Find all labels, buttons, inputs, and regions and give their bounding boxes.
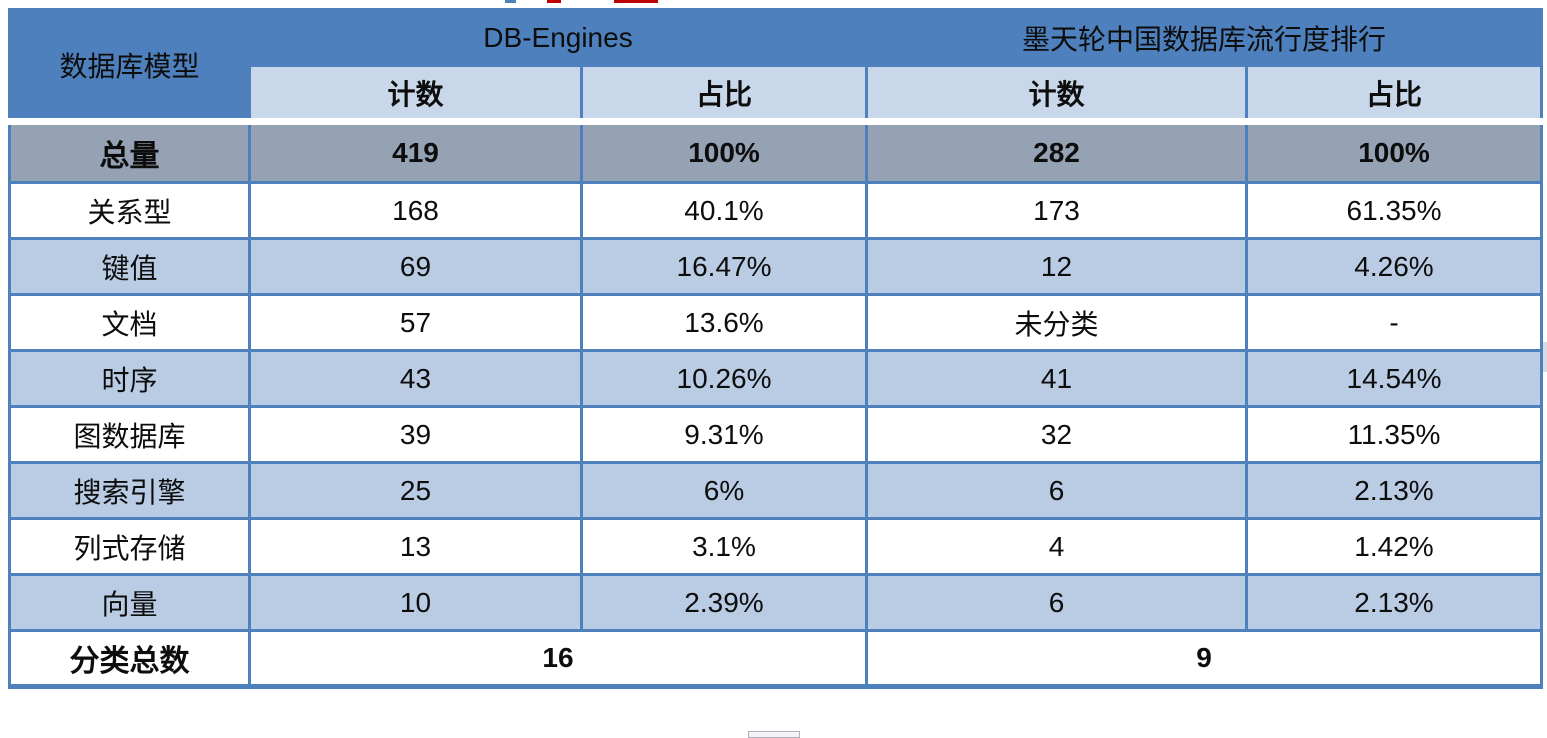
mt-share-cell: 61.35% [1244, 181, 1544, 240]
mt-count-cell: 4 [865, 517, 1248, 576]
mt-share-cell: 100% [1244, 118, 1544, 184]
mt-share-cell: 2.13% [1244, 573, 1544, 632]
model-cell: 关系型 [8, 181, 251, 240]
dbe-count-cell: 419 [248, 118, 583, 184]
subheader-dbe-count: 计数 [248, 64, 583, 123]
dbe-share-cell: 40.1% [580, 181, 868, 240]
table-row-vector: 向量 10 2.39% 6 2.13% [8, 573, 1544, 632]
model-cell: 键值 [8, 237, 251, 296]
right-edge-artifact [1543, 342, 1547, 372]
mt-share-cell: 4.26% [1244, 237, 1544, 296]
group-header-dbengines: DB-Engines [248, 8, 868, 67]
table-row-search-engine: 搜索引擎 25 6% 6 2.13% [8, 461, 1544, 520]
mt-count-cell: 41 [865, 349, 1248, 408]
dbe-count-cell: 39 [248, 405, 583, 464]
model-cell: 搜索引擎 [8, 461, 251, 520]
subheader-dbe-share: 占比 [580, 64, 868, 123]
table-row-relational: 关系型 168 40.1% 173 61.35% [8, 181, 1544, 240]
dbe-count-cell: 43 [248, 349, 583, 408]
mt-share-cell: - [1244, 293, 1544, 352]
mt-category-total-cell: 9 [864, 629, 1544, 688]
dbe-share-cell: 16.47% [580, 237, 868, 296]
dbe-count-cell: 57 [248, 293, 583, 352]
dbe-count-cell: 10 [248, 573, 583, 632]
dbe-share-cell: 2.39% [580, 573, 868, 632]
top-edge-red-artifact [614, 0, 658, 3]
dbe-category-total-cell: 16 [248, 629, 868, 688]
model-cell: 分类总数 [8, 629, 251, 688]
model-cell: 文档 [8, 293, 251, 352]
dbe-count-cell: 168 [248, 181, 583, 240]
mt-share-cell: 2.13% [1244, 461, 1544, 520]
mt-count-cell: 173 [865, 181, 1248, 240]
group-header-motianlun: 墨天轮中国数据库流行度排行 [864, 8, 1544, 67]
dbe-share-cell: 3.1% [580, 517, 868, 576]
dbe-count-cell: 69 [248, 237, 583, 296]
mt-count-cell: 6 [865, 573, 1248, 632]
model-cell: 向量 [8, 573, 251, 632]
dbe-share-cell: 6% [580, 461, 868, 520]
mt-share-cell: 14.54% [1244, 349, 1544, 408]
subheader-mt-share: 占比 [1244, 64, 1544, 123]
dbe-share-cell: 9.31% [580, 405, 868, 464]
mt-share-cell: 1.42% [1244, 517, 1544, 576]
subheader-mt-count: 计数 [865, 64, 1248, 123]
database-model-comparison-table: 数据库模型 DB-Engines 墨天轮中国数据库流行度排行 计数 占比 计数 … [8, 8, 1544, 689]
group-header-row: 数据库模型 DB-Engines 墨天轮中国数据库流行度排行 [8, 8, 1544, 123]
horizontal-scrollbar-thumb[interactable] [748, 731, 800, 738]
dbe-share-cell: 10.26% [580, 349, 868, 408]
mt-count-cell: 282 [865, 118, 1248, 184]
model-cell: 时序 [8, 349, 251, 408]
mt-count-cell: 未分类 [865, 293, 1248, 352]
table-row-time-series: 时序 43 10.26% 41 14.54% [8, 349, 1544, 408]
model-cell: 总量 [8, 118, 251, 184]
top-edge-blue-artifact [505, 0, 516, 3]
dbe-share-cell: 100% [580, 118, 868, 184]
table-row-total: 总量 419 100% 282 100% [8, 118, 1544, 184]
model-cell: 列式存储 [8, 517, 251, 576]
mt-count-cell: 6 [865, 461, 1248, 520]
table-row-columnar: 列式存储 13 3.1% 4 1.42% [8, 517, 1544, 576]
table-row-key-value: 键值 69 16.47% 12 4.26% [8, 237, 1544, 296]
dbe-count-cell: 13 [248, 517, 583, 576]
sub-header-row: 计数 占比 计数 占比 [10, 64, 1544, 123]
table-row-graph: 图数据库 39 9.31% 32 11.35% [8, 405, 1544, 464]
table-row-category-total: 分类总数 16 9 [8, 629, 1544, 688]
top-edge-red-artifact [547, 0, 561, 3]
table-row-document: 文档 57 13.6% 未分类 - [8, 293, 1544, 352]
mt-count-cell: 32 [865, 405, 1248, 464]
corner-header-cell: 数据库模型 [8, 8, 251, 123]
mt-share-cell: 11.35% [1244, 405, 1544, 464]
dbe-count-cell: 25 [248, 461, 583, 520]
dbe-share-cell: 13.6% [580, 293, 868, 352]
model-cell: 图数据库 [8, 405, 251, 464]
mt-count-cell: 12 [865, 237, 1248, 296]
